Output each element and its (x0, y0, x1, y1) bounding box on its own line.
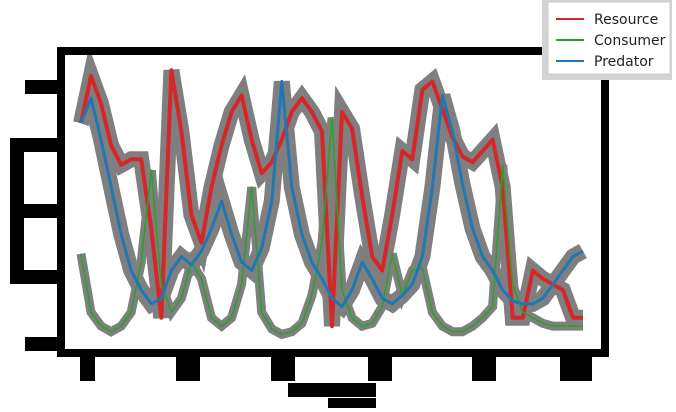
legend-entry-resource: Resource (556, 12, 658, 28)
series-consumer-line (80, 116, 583, 336)
y-axis-spine-mark (10, 138, 24, 284)
legend: Resource Consumer Predator (542, 0, 672, 80)
x-axis-label-mark (288, 383, 376, 397)
y-tick-marks (10, 80, 61, 351)
legend-label-consumer: Consumer (594, 33, 666, 49)
series-resource-line (79, 68, 583, 329)
x-tick (176, 353, 200, 381)
x-tick-marks (80, 353, 592, 408)
legend-entry-consumer: Consumer (556, 33, 666, 49)
legend-label-predator: Predator (594, 54, 654, 70)
legend-entry-predator: Predator (556, 54, 654, 70)
x-tick (472, 353, 496, 381)
y-tick (25, 337, 61, 351)
series-predator-line (79, 80, 584, 309)
x-tick (271, 353, 295, 381)
x-tick (80, 353, 95, 381)
x-tick (368, 353, 392, 381)
data-line-layer (79, 68, 584, 336)
y-tick (25, 80, 61, 94)
legend-label-resource: Resource (594, 12, 658, 28)
plot-frame (57, 47, 609, 357)
x-tick (560, 353, 592, 381)
x-axis-label-mark (328, 398, 376, 408)
